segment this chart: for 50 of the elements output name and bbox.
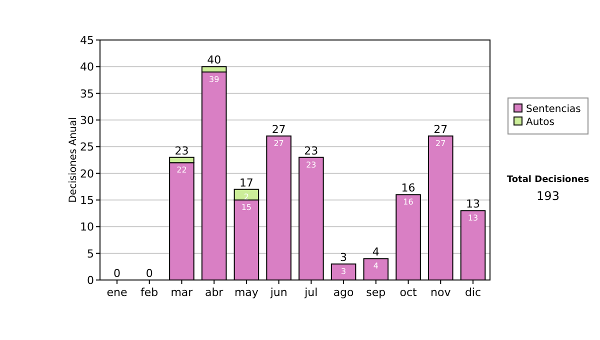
total-label: 16 bbox=[401, 182, 416, 195]
x-tick-label: nov bbox=[430, 286, 452, 299]
data-label: 27 bbox=[274, 139, 284, 148]
y-tick-label: 0 bbox=[87, 274, 94, 287]
data-label: 27 bbox=[436, 139, 446, 148]
x-tick-label: ago bbox=[333, 286, 354, 299]
x-tick-label: dic bbox=[464, 286, 482, 299]
total-label: 23 bbox=[174, 144, 189, 158]
total-label: 27 bbox=[434, 123, 448, 136]
data-label: 4 bbox=[373, 262, 378, 271]
text: Total Decisiones bbox=[506, 175, 590, 185]
total-label: 13 bbox=[466, 198, 480, 211]
data-label: 2 bbox=[244, 192, 249, 202]
total-label: 17 bbox=[239, 176, 254, 190]
data-label: 16 bbox=[403, 198, 414, 207]
x-tick-label: feb bbox=[140, 286, 158, 299]
y-tick-label: 20 bbox=[80, 167, 94, 180]
data-label: 22 bbox=[176, 166, 187, 175]
x-tick-label: oct bbox=[400, 286, 418, 299]
y-tick-label: 35 bbox=[80, 87, 94, 100]
x-tick-label: abr bbox=[204, 286, 224, 299]
x-tick-label: sep bbox=[366, 286, 386, 299]
y-tick-label: 30 bbox=[80, 114, 94, 127]
x-tick-label: jun bbox=[269, 286, 288, 299]
legend-label: Sentencias bbox=[526, 104, 581, 115]
x-tick-label: may bbox=[234, 286, 259, 299]
y-tick-label: 5 bbox=[87, 247, 94, 260]
data-label: 3 bbox=[341, 267, 346, 276]
x-tick-label: jul bbox=[304, 286, 318, 299]
total-label: 0 bbox=[146, 267, 153, 280]
total-label: 40 bbox=[207, 54, 222, 67]
y-tick-label: 25 bbox=[80, 140, 94, 154]
y-tick-label: 40 bbox=[80, 60, 94, 74]
total-label: 27 bbox=[272, 123, 286, 136]
data-label: 23 bbox=[306, 160, 316, 170]
total-label: 0 bbox=[113, 267, 120, 280]
total-label: 3 bbox=[340, 251, 348, 264]
x-tick-label: ene bbox=[106, 286, 128, 299]
x-tick-label: mar bbox=[170, 286, 194, 299]
data-label: 13 bbox=[468, 214, 478, 223]
total-label: 4 bbox=[372, 246, 380, 259]
y-tick-label: 45 bbox=[80, 34, 94, 47]
y-tick-label: 10 bbox=[80, 220, 94, 234]
text: 193 bbox=[536, 189, 560, 203]
data-label: 15 bbox=[241, 203, 252, 212]
data-label: 39 bbox=[208, 75, 220, 84]
total-label: 23 bbox=[304, 144, 318, 158]
legend-label: Autos bbox=[526, 117, 554, 128]
y-axis-title: Decisiones Anual bbox=[68, 117, 79, 203]
y-tick-label: 15 bbox=[80, 194, 94, 207]
